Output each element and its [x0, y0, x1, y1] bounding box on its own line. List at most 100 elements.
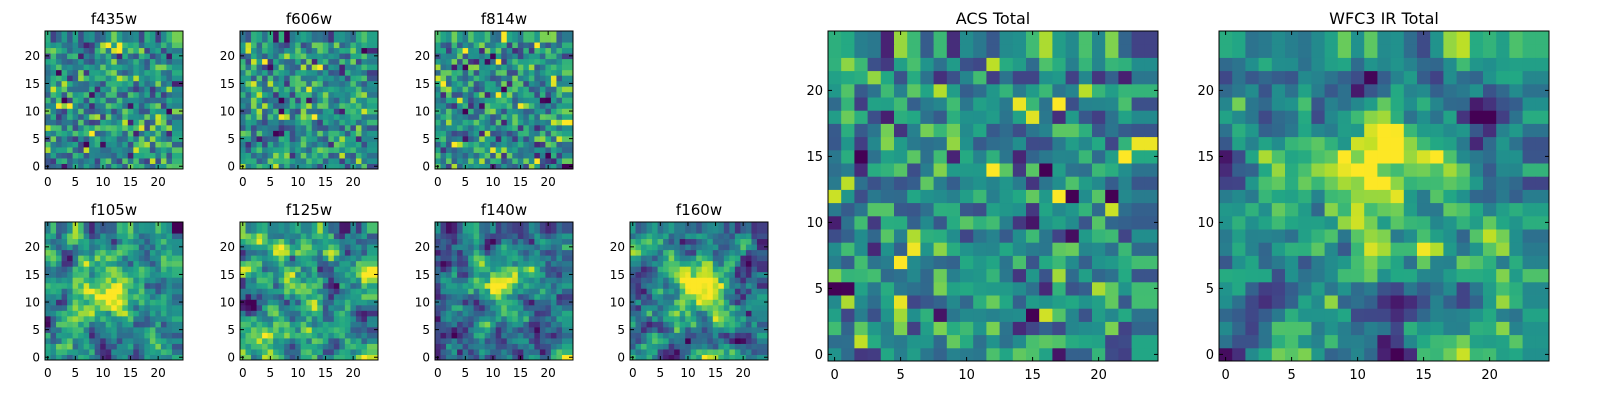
heatmap-cell: [933, 255, 948, 270]
heatmap-cell: [468, 152, 475, 159]
heatmap-cell: [300, 315, 307, 322]
heatmap-cell: [512, 58, 519, 65]
heatmap-cell: [61, 288, 68, 295]
heatmap-cell: [111, 277, 118, 284]
heatmap-cell: [177, 348, 184, 355]
heatmap-cell: [512, 321, 519, 328]
heatmap-cell: [133, 124, 140, 131]
heatmap-cell: [440, 141, 447, 148]
heatmap-cell: [171, 146, 178, 153]
heatmap-cell: [539, 163, 546, 170]
heatmap-cell: [517, 282, 524, 289]
heatmap-cell: [328, 58, 335, 65]
heatmap-cell: [512, 271, 519, 278]
heatmap-cell: [718, 288, 725, 295]
heatmap-cell: [344, 266, 351, 273]
heatmap-cell: [556, 304, 563, 311]
heatmap-cell: [251, 157, 258, 164]
heatmap-cell: [144, 86, 151, 93]
heatmap-cell: [539, 337, 546, 344]
heatmap-cell: [1105, 215, 1119, 230]
heatmap-cell: [946, 189, 961, 204]
y-tick-label: 10: [610, 295, 625, 309]
heatmap-cell: [177, 58, 184, 65]
heatmap-cell: [133, 47, 140, 54]
heatmap-cell: [355, 36, 362, 43]
heatmap-cell: [355, 299, 362, 306]
heatmap-cell: [457, 315, 464, 322]
heatmap-cell: [116, 119, 123, 126]
heatmap-cell: [457, 53, 464, 60]
heatmap-cell: [166, 135, 173, 142]
heatmap-cell: [668, 260, 675, 267]
heatmap-cell: [350, 36, 357, 43]
heatmap-cell: [278, 108, 285, 115]
heatmap-cell: [105, 80, 112, 87]
heatmap-cell: [278, 227, 285, 234]
heatmap-cell: [674, 222, 681, 229]
heatmap-cell: [355, 130, 362, 137]
heatmap-cell: [339, 163, 346, 170]
heatmap-cell: [144, 304, 151, 311]
heatmap-cell: [512, 304, 519, 311]
heatmap-cell: [473, 31, 480, 38]
heatmap-cell: [745, 315, 752, 322]
heatmap-cell: [920, 202, 935, 217]
heatmap-cell: [1131, 163, 1146, 177]
heatmap-cell: [528, 163, 535, 170]
heatmap-cell: [78, 233, 85, 240]
heatmap-cell: [251, 102, 258, 109]
heatmap-cell: [1105, 308, 1119, 322]
heatmap-cell: [177, 31, 184, 38]
heatmap-cell: [111, 146, 118, 153]
x-tick-label: 0: [434, 175, 442, 189]
heatmap-cell: [490, 249, 497, 256]
heatmap-cell: [534, 332, 541, 339]
heatmap-cell: [166, 58, 173, 65]
heatmap-cell: [550, 108, 557, 115]
x-tick-label: 0: [44, 366, 52, 380]
heatmap-cell: [907, 308, 921, 322]
heatmap-cell: [729, 266, 736, 273]
heatmap-cell: [78, 130, 85, 137]
heatmap-cell: [556, 36, 563, 43]
heatmap-cell: [462, 233, 469, 240]
heatmap-cell: [300, 255, 307, 262]
heatmap-cell: [355, 249, 362, 256]
heatmap-cell: [138, 321, 145, 328]
heatmap-cell: [1026, 347, 1040, 362]
heatmap-cell: [729, 244, 736, 251]
heatmap-cell: [1078, 308, 1093, 322]
heatmap-cell: [122, 332, 129, 339]
heatmap-cell: [712, 332, 719, 339]
heatmap-cell: [756, 271, 763, 278]
heatmap-cell: [646, 310, 653, 317]
heatmap-cell: [920, 281, 935, 296]
heatmap-cell: [451, 75, 458, 82]
heatmap-cell: [517, 75, 524, 82]
heatmap-cell: [1131, 189, 1146, 204]
heatmap-cell: [512, 119, 519, 126]
heatmap-cell: [960, 163, 974, 177]
heatmap-cell: [100, 58, 107, 65]
heatmap-cell: [854, 149, 869, 164]
heatmap-cell: [517, 326, 524, 333]
heatmap-cell: [999, 321, 1014, 336]
heatmap-cell: [127, 244, 134, 251]
heatmap-cell: [745, 277, 752, 284]
heatmap-cell: [361, 337, 368, 344]
heatmap-cell: [506, 47, 513, 54]
heatmap-cell: [512, 91, 519, 98]
heatmap-cell: [1105, 347, 1119, 362]
heatmap-cell: [999, 242, 1014, 256]
heatmap-cell: [306, 260, 313, 267]
heatmap-cell: [561, 315, 568, 322]
heatmap-cell: [556, 277, 563, 284]
heatmap-cell: [245, 36, 252, 43]
heatmap-cell: [245, 222, 252, 229]
heatmap-cell: [256, 102, 263, 109]
heatmap-cell: [462, 102, 469, 109]
heatmap-cell: [663, 266, 670, 273]
heatmap-cell: [78, 332, 85, 339]
